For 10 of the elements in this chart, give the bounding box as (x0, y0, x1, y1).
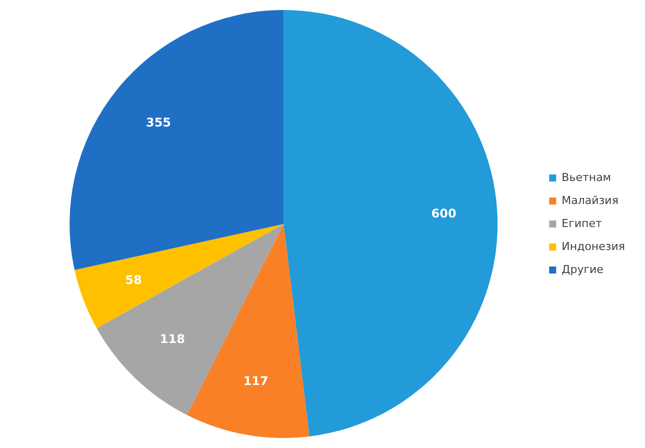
data-label: 600 (431, 206, 456, 220)
legend-label: Малайзия (562, 194, 618, 207)
legend-label: Вьетнам (562, 170, 612, 184)
data-label: 58 (125, 273, 142, 288)
data-label: 355 (146, 116, 172, 130)
legend-label: Египет (562, 216, 603, 230)
legend-label: Индонезия (562, 240, 626, 253)
data-label: 117 (243, 374, 268, 388)
legend-label: Другие (562, 262, 604, 276)
data-label: 118 (160, 332, 185, 346)
